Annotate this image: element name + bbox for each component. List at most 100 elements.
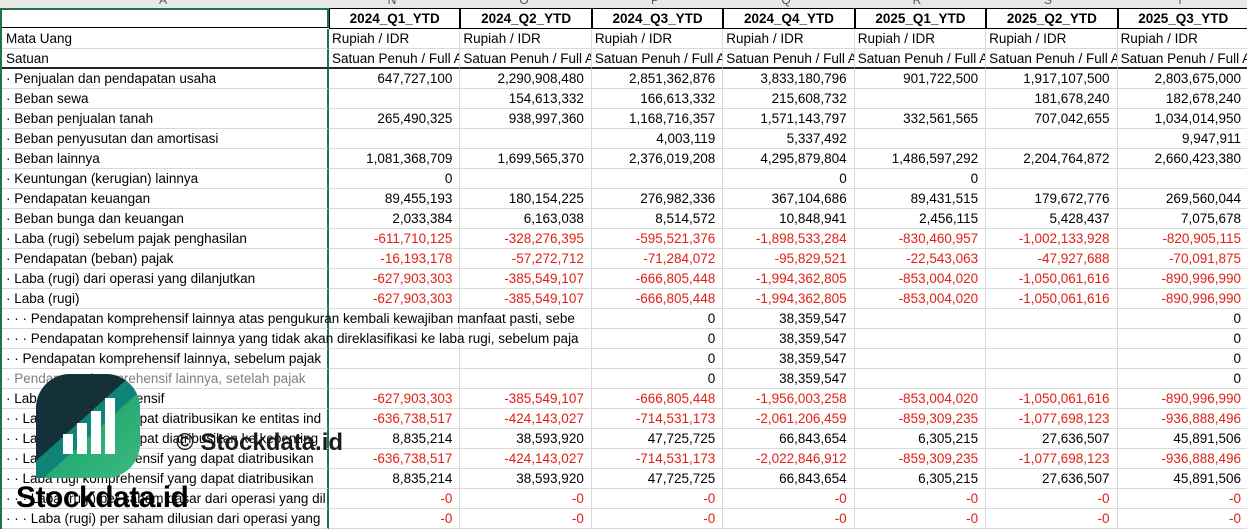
table-cell[interactable]: 4,295,879,804 (723, 149, 855, 169)
table-cell[interactable]: 9,947,911 (1117, 129, 1247, 149)
table-cell[interactable] (591, 169, 724, 189)
table-cell[interactable]: 38,593,920 (460, 429, 592, 449)
table-cell[interactable]: -1,077,698,123 (986, 409, 1118, 429)
table-cell[interactable] (854, 329, 987, 349)
table-cell[interactable]: -0 (460, 489, 592, 509)
table-cell[interactable]: -666,805,448 (591, 389, 724, 409)
table-cell[interactable]: -0 (1117, 489, 1247, 509)
table-cell[interactable]: -0 (329, 489, 461, 509)
table-cell[interactable] (329, 349, 461, 369)
column-header-cell[interactable]: 2025_Q3_YTD (1117, 8, 1247, 29)
table-cell[interactable]: Rupiah / IDR (329, 29, 461, 49)
column-letter[interactable]: N (387, 0, 397, 7)
table-cell[interactable] (329, 329, 461, 349)
table-cell[interactable]: -71,284,072 (591, 249, 724, 269)
table-cell[interactable]: -70,091,875 (1117, 249, 1247, 269)
table-cell[interactable]: -853,004,020 (854, 389, 987, 409)
table-cell[interactable]: -1,050,061,616 (986, 289, 1118, 309)
table-cell[interactable]: 6,163,038 (460, 209, 592, 229)
table-cell[interactable]: -57,272,712 (460, 249, 592, 269)
table-cell[interactable] (329, 129, 461, 149)
row-label-cell[interactable]: · Pendapatan keuangan (2, 189, 329, 209)
table-cell[interactable]: -627,903,303 (329, 389, 461, 409)
table-cell[interactable]: -1,077,698,123 (986, 449, 1118, 469)
table-cell[interactable]: -0 (1117, 509, 1247, 529)
table-cell[interactable] (329, 369, 461, 389)
table-cell[interactable] (986, 349, 1118, 369)
table-cell[interactable]: 1,699,565,370 (460, 149, 592, 169)
table-cell[interactable]: -0 (854, 509, 987, 529)
table-cell[interactable]: -1,898,533,284 (723, 229, 855, 249)
table-cell[interactable] (329, 309, 461, 329)
table-cell[interactable]: -1,050,061,616 (986, 269, 1118, 289)
column-letter[interactable]: T (1176, 0, 1184, 7)
row-label-cell[interactable]: · Keuntungan (kerugian) lainnya (2, 169, 329, 189)
column-header-cell[interactable]: 2025_Q1_YTD (854, 8, 987, 29)
table-cell[interactable]: 7,075,678 (1117, 209, 1247, 229)
table-cell[interactable]: 38,359,547 (723, 329, 855, 349)
table-cell[interactable]: 6,305,215 (854, 429, 987, 449)
table-cell[interactable]: 938,997,360 (460, 109, 592, 129)
row-label-cell[interactable]: Mata Uang (2, 29, 329, 49)
table-cell[interactable]: -1,956,003,258 (723, 389, 855, 409)
table-cell[interactable]: Satuan Penuh / Full A (723, 49, 855, 69)
table-cell[interactable]: 269,560,044 (1117, 189, 1247, 209)
table-cell[interactable]: 179,672,776 (986, 189, 1118, 209)
row-label-cell[interactable]: · · · Pendapatan komprehensif lainnya at… (2, 309, 575, 329)
row-label-cell[interactable]: · Laba (rugi) dari operasi yang dilanjut… (2, 269, 329, 289)
table-cell[interactable]: 1,571,143,797 (723, 109, 855, 129)
row-label-cell[interactable]: · · · Laba (rugi) per saham dasar dari o… (2, 489, 329, 509)
table-cell[interactable]: -1,002,133,928 (986, 229, 1118, 249)
table-cell[interactable]: -820,905,115 (1117, 229, 1247, 249)
table-cell[interactable] (854, 309, 987, 329)
column-letter[interactable]: R (912, 0, 922, 7)
table-cell[interactable]: -890,996,990 (1117, 289, 1247, 309)
table-cell[interactable]: 5,337,492 (723, 129, 855, 149)
table-cell[interactable]: -595,521,376 (591, 229, 724, 249)
table-cell[interactable]: -385,549,107 (460, 389, 592, 409)
table-cell[interactable]: 0 (591, 369, 724, 389)
table-cell[interactable]: 38,359,547 (723, 349, 855, 369)
table-cell[interactable]: 1,168,716,357 (591, 109, 724, 129)
table-cell[interactable] (460, 309, 592, 329)
table-cell[interactable]: 276,982,336 (591, 189, 724, 209)
row-label-cell[interactable]: · Laba (rugi) (2, 289, 329, 309)
table-cell[interactable]: -0 (723, 509, 855, 529)
table-cell[interactable]: 47,725,725 (591, 469, 724, 489)
table-cell[interactable]: Rupiah / IDR (591, 29, 724, 49)
table-cell[interactable]: -1,050,061,616 (986, 389, 1118, 409)
table-cell[interactable]: -385,549,107 (460, 269, 592, 289)
table-cell[interactable]: -666,805,448 (591, 269, 724, 289)
table-cell[interactable]: -714,531,173 (591, 409, 724, 429)
table-cell[interactable]: Rupiah / IDR (460, 29, 592, 49)
column-header-cell[interactable]: 2024_Q3_YTD (591, 8, 724, 29)
table-cell[interactable]: 707,042,655 (986, 109, 1118, 129)
table-cell[interactable] (986, 329, 1118, 349)
table-cell[interactable]: 180,154,225 (460, 189, 592, 209)
row-label-cell[interactable]: · Beban penyusutan dan amortisasi (2, 129, 329, 149)
row-label-cell[interactable]: · · · Pendapatan komprehensif lainnya ya… (2, 329, 579, 349)
column-header-cell[interactable]: 2025_Q2_YTD (986, 8, 1118, 29)
column-letter[interactable]: O (519, 0, 529, 7)
table-cell[interactable]: -0 (723, 489, 855, 509)
row-label-cell[interactable]: · · Pendapatan komprehensif lainnya, seb… (2, 349, 329, 369)
table-cell[interactable]: 0 (591, 329, 724, 349)
table-cell[interactable]: 2,033,384 (329, 209, 461, 229)
table-cell[interactable]: 0 (1117, 369, 1247, 389)
table-cell[interactable]: -636,738,517 (329, 409, 461, 429)
header-corner-cell[interactable] (2, 8, 329, 28)
table-cell[interactable]: -0 (460, 509, 592, 529)
table-cell[interactable]: -859,309,235 (854, 409, 987, 429)
table-cell[interactable] (854, 369, 987, 389)
table-cell[interactable]: 89,455,193 (329, 189, 461, 209)
table-cell[interactable] (854, 129, 987, 149)
table-cell[interactable] (854, 349, 987, 369)
table-cell[interactable]: -424,143,027 (460, 449, 592, 469)
table-cell[interactable]: 10,848,941 (723, 209, 855, 229)
table-cell[interactable]: Satuan Penuh / Full A (460, 49, 592, 69)
table-cell[interactable]: -424,143,027 (460, 409, 592, 429)
column-letter[interactable]: S (1043, 0, 1053, 7)
table-cell[interactable]: 6,305,215 (854, 469, 987, 489)
row-label-cell[interactable]: · Laba (rugi) sebelum pajak penghasilan (2, 229, 329, 249)
table-cell[interactable]: 45,891,506 (1117, 429, 1247, 449)
